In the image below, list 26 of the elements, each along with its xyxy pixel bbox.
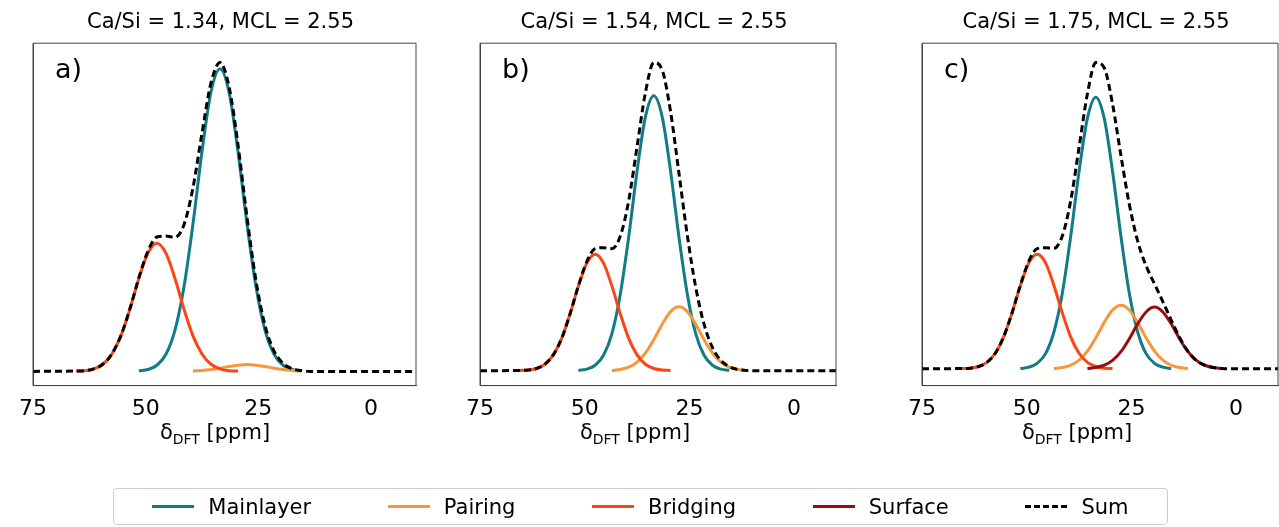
chart-title: Ca/Si = 1.34, MCL = 2.55 xyxy=(86,9,355,34)
x-tick-label: 50 xyxy=(570,394,599,420)
x-tick-label: 25 xyxy=(675,394,704,420)
x-tick-label: 0 xyxy=(787,394,802,420)
legend-label: Pairing xyxy=(443,494,516,519)
chart-title: Ca/Si = 1.54, MCL = 2.55 xyxy=(520,9,788,34)
x-tick-label: 75 xyxy=(466,394,494,420)
x-tick-label: 75 xyxy=(19,394,47,420)
x-tick-label: 0 xyxy=(1229,394,1244,420)
chart-title: Ca/Si = 1.75, MCL = 2.55 xyxy=(962,9,1230,34)
x-tick-label: 75 xyxy=(908,394,936,420)
x-tick-label: 25 xyxy=(244,394,273,420)
x-axis-title: δ$_{DFT}$ [ppm] xyxy=(158,420,272,448)
legend-label: Surface xyxy=(868,494,949,519)
x-tick-label: 50 xyxy=(1012,394,1041,420)
annotation: c) xyxy=(944,52,970,84)
x-tick-label: 25 xyxy=(1117,394,1146,420)
legend-label: Sum xyxy=(1081,494,1129,519)
annotation: b) xyxy=(502,52,530,84)
annotation: a) xyxy=(55,52,83,84)
legend-label: Bridging xyxy=(648,494,737,519)
x-tick-label: 0 xyxy=(363,394,378,420)
legend-label: Mainlayer xyxy=(208,494,312,519)
x-axis-title: δ$_{DFT}$ [ppm] xyxy=(578,420,692,448)
x-axis-title: δ$_{DFT}$ [ppm] xyxy=(1020,420,1134,448)
x-tick-label: 50 xyxy=(131,394,160,420)
